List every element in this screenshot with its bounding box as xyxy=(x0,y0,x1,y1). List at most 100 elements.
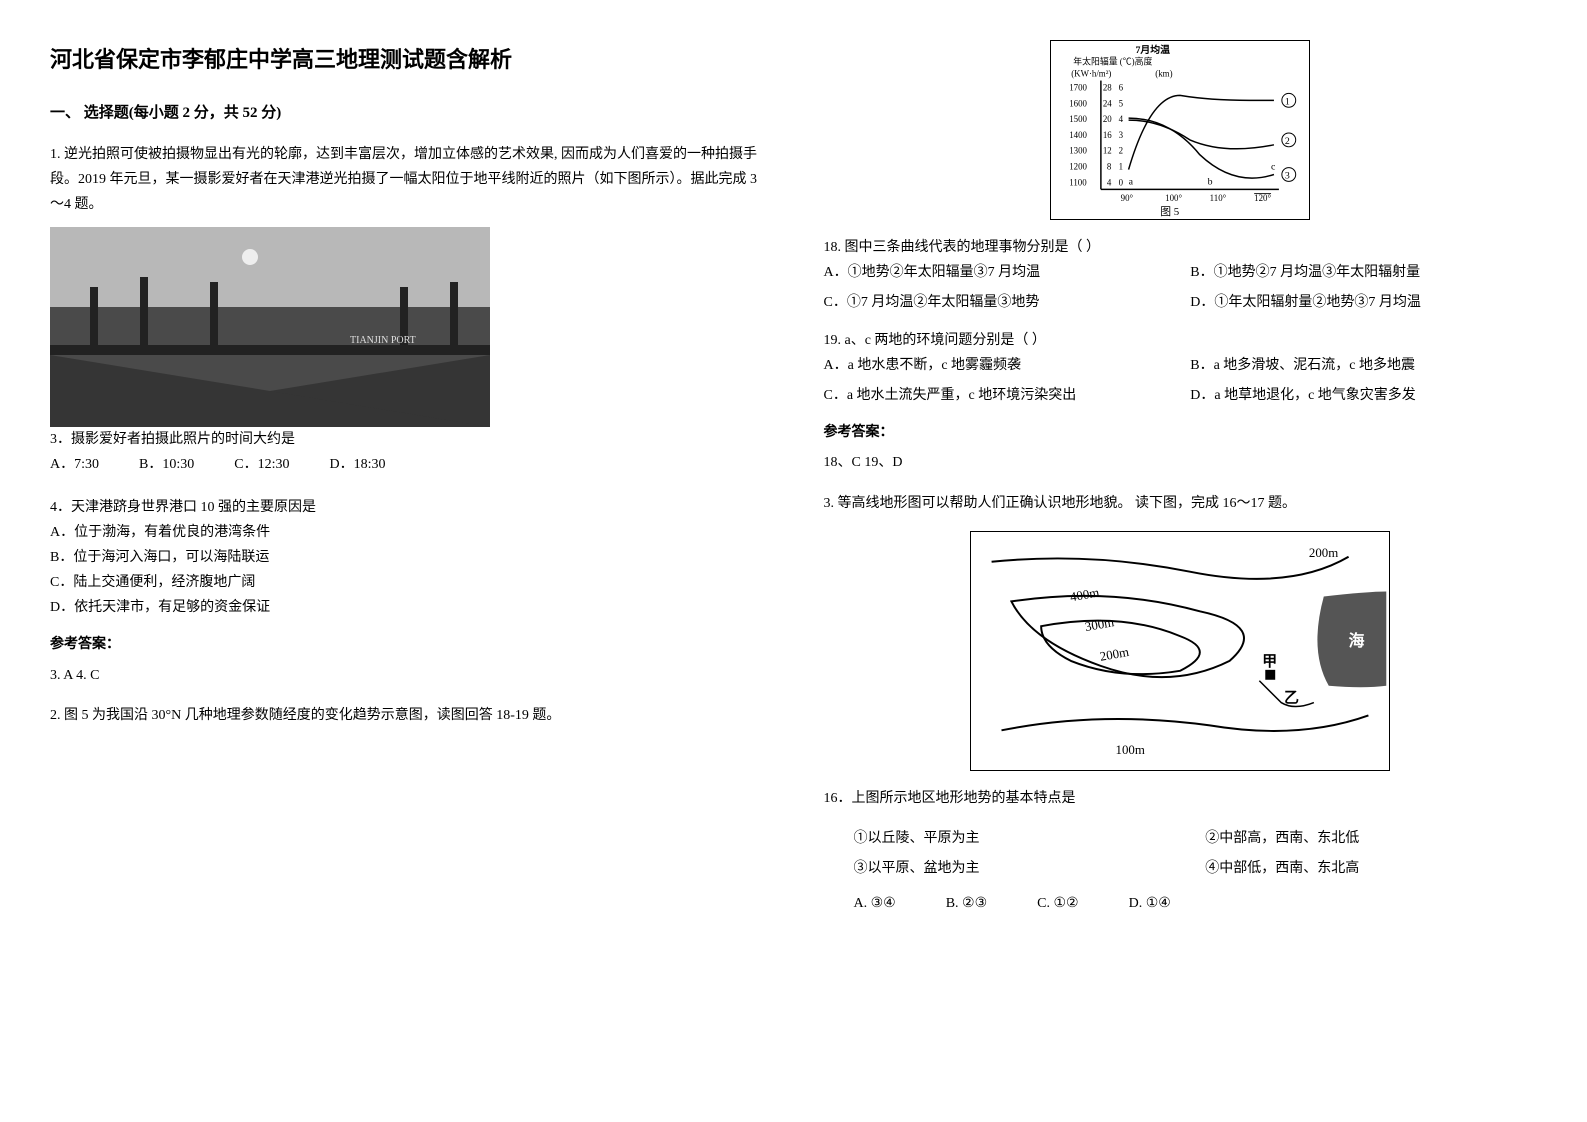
contour-svg: 200m 400m 300m 200m 100m 海 甲 乙 xyxy=(971,532,1389,770)
chart-figure: 7月均温 年太阳辐量 (℃)高度 (KW·h/m²) (km) 1700 160… xyxy=(1050,40,1310,220)
item-4: ④中部低，西南、东北高 xyxy=(1205,856,1537,881)
svg-text:1300: 1300 xyxy=(1069,146,1087,156)
chart-svg: 7月均温 年太阳辐量 (℃)高度 (KW·h/m²) (km) 1700 160… xyxy=(1051,41,1309,219)
q1-sub4: 4．天津港跻身世界港口 10 强的主要原因是 A．位于渤海，有着优良的港湾条件 … xyxy=(50,495,764,621)
svg-text:7月均温: 7月均温 xyxy=(1136,43,1171,56)
left-column: 河北省保定市李郁庄中学高三地理测试题含解析 一、 选择题(每小题 2 分，共 5… xyxy=(50,40,764,1082)
q1-intro: 1. 逆光拍照可使被拍摄物显出有光的轮廓，达到丰富层次，增加立体感的艺术效果, … xyxy=(50,142,764,218)
svg-text:100m: 100m xyxy=(1116,743,1145,757)
option-a: A．位于渤海，有着优良的港湾条件 xyxy=(50,520,764,545)
option-d: D．①年太阳辐射量②地势③7 月均温 xyxy=(1190,290,1537,315)
port-photo: TIANJIN PORT xyxy=(50,227,490,427)
svg-text:5: 5 xyxy=(1119,98,1124,108)
svg-text:1100: 1100 xyxy=(1069,177,1087,187)
q3-sub16-items: ①以丘陵、平原为主 ②中部高，西南、东北低 ③以平原、盆地为主 ④中部低，西南、… xyxy=(824,826,1538,881)
q2-sub19: 19. a、c 两地的环境问题分别是（ ） A．a 地水患不断，c 地雾霾频袭 … xyxy=(824,328,1538,409)
option-b: B．①地势②7 月均温③年太阳辐射量 xyxy=(1190,260,1537,285)
item-3: ③以平原、盆地为主 xyxy=(854,856,1186,881)
svg-text:120°: 120° xyxy=(1254,193,1271,203)
svg-text:1600: 1600 xyxy=(1069,98,1087,108)
option-b: B. ②③ xyxy=(946,891,987,916)
svg-text:110°: 110° xyxy=(1210,193,1227,203)
question-1: 1. 逆光拍照可使被拍摄物显出有光的轮廓，达到丰富层次，增加立体感的艺术效果, … xyxy=(50,142,764,688)
option-b: B．a 地多滑坡、泥石流，c 地多地震 xyxy=(1190,353,1537,378)
svg-text:b: b xyxy=(1208,176,1213,187)
option-b: B．位于海河入海口，可以海陆联运 xyxy=(50,545,764,570)
port-image-svg: TIANJIN PORT xyxy=(50,227,490,427)
svg-text:c: c xyxy=(1271,162,1276,173)
q2-intro: 2. 图 5 为我国沿 30°N 几种地理参数随经度的变化趋势示意图，读图回答 … xyxy=(50,703,764,728)
option-a: A．①地势②年太阳辐量③7 月均温 xyxy=(824,260,1171,285)
option-d: D．依托天津市，有足够的资金保证 xyxy=(50,595,764,620)
option-d: D．18:30 xyxy=(329,452,385,477)
option-c: C．a 地水土流失严重，c 地环境污染突出 xyxy=(824,383,1171,408)
svg-text:6: 6 xyxy=(1119,82,1124,92)
svg-text:4: 4 xyxy=(1107,177,1112,187)
option-a: A. ③④ xyxy=(854,891,896,916)
svg-text:3: 3 xyxy=(1285,170,1290,181)
q3-sub16-options: A. ③④ B. ②③ C. ①② D. ①④ xyxy=(824,891,1538,916)
svg-text:20: 20 xyxy=(1103,114,1112,124)
svg-text:1200: 1200 xyxy=(1069,162,1087,172)
q2-sub19-text: 19. a、c 两地的环境问题分别是（ ） xyxy=(824,328,1538,353)
option-c: C．陆上交通便利，经济腹地广阔 xyxy=(50,570,764,595)
svg-text:4: 4 xyxy=(1119,114,1124,124)
svg-text:甲: 甲 xyxy=(1263,653,1278,670)
q1-answer: 3. A 4. C xyxy=(50,663,764,688)
option-c: C．12:30 xyxy=(234,452,289,477)
svg-text:24: 24 xyxy=(1103,98,1112,108)
svg-text:3: 3 xyxy=(1119,130,1124,140)
q1-sub3: 3．摄影爱好者拍摄此照片的时间大约是 A．7:30 B．10:30 C．12:3… xyxy=(50,427,764,482)
svg-text:2: 2 xyxy=(1285,136,1290,147)
right-column: 7月均温 年太阳辐量 (℃)高度 (KW·h/m²) (km) 1700 160… xyxy=(824,40,1538,1082)
q3-sub16-text: 16．上图所示地区地形地势的基本特点是 xyxy=(824,786,1538,811)
option-c: C．①7 月均温②年太阳辐量③地势 xyxy=(824,290,1171,315)
section-heading: 一、 选择题(每小题 2 分，共 52 分) xyxy=(50,100,764,127)
question-2-intro: 2. 图 5 为我国沿 30°N 几种地理参数随经度的变化趋势示意图，读图回答 … xyxy=(50,703,764,728)
svg-text:海: 海 xyxy=(1349,631,1365,650)
q1-sub3-options: A．7:30 B．10:30 C．12:30 D．18:30 xyxy=(50,452,764,482)
q2-sub19-options: A．a 地水患不断，c 地雾霾频袭 B．a 地多滑坡、泥石流，c 地多地震 C．… xyxy=(824,353,1538,408)
option-b: B．10:30 xyxy=(139,452,194,477)
svg-text:12: 12 xyxy=(1103,146,1112,156)
svg-text:1700: 1700 xyxy=(1069,82,1087,92)
q2-answer: 18、C 19、D xyxy=(824,450,1538,475)
svg-text:400m: 400m xyxy=(1069,585,1100,604)
svg-text:2: 2 xyxy=(1119,146,1123,156)
svg-text:90°: 90° xyxy=(1121,193,1134,203)
svg-text:(KW·h/m²): (KW·h/m²) xyxy=(1071,69,1111,79)
svg-text:16: 16 xyxy=(1103,130,1112,140)
svg-text:年太阳辐量 (℃)高度: 年太阳辐量 (℃)高度 xyxy=(1073,56,1152,67)
option-a: A．a 地水患不断，c 地雾霾频袭 xyxy=(824,353,1171,378)
option-d: D．a 地草地退化，c 地气象灾害多发 xyxy=(1190,383,1537,408)
q3-sub16: 16．上图所示地区地形地势的基本特点是 ①以丘陵、平原为主 ②中部高，西南、东北… xyxy=(824,786,1538,917)
svg-text:100°: 100° xyxy=(1165,193,1182,203)
item-2: ②中部高，西南、东北低 xyxy=(1205,826,1537,851)
svg-text:200m: 200m xyxy=(1099,645,1130,664)
q2-sub18: 18. 图中三条曲线代表的地理事物分别是（ ） A．①地势②年太阳辐量③7 月均… xyxy=(824,235,1538,316)
svg-text:1500: 1500 xyxy=(1069,114,1087,124)
svg-text:TIANJIN PORT: TIANJIN PORT xyxy=(350,335,416,346)
q2-sub18-text: 18. 图中三条曲线代表的地理事物分别是（ ） xyxy=(824,235,1538,260)
contour-map: 200m 400m 300m 200m 100m 海 甲 乙 xyxy=(970,531,1390,771)
svg-text:a: a xyxy=(1129,176,1134,187)
svg-text:0: 0 xyxy=(1119,177,1124,187)
svg-text:1: 1 xyxy=(1285,96,1290,107)
option-a: A．7:30 xyxy=(50,452,99,477)
option-c: C. ①② xyxy=(1037,891,1078,916)
q1-sub3-text: 3．摄影爱好者拍摄此照片的时间大约是 xyxy=(50,427,764,452)
svg-text:图 5: 图 5 xyxy=(1160,205,1179,218)
item-1: ①以丘陵、平原为主 xyxy=(854,826,1186,851)
q1-sub4-options: A．位于渤海，有着优良的港湾条件 B．位于海河入海口，可以海陆联运 C．陆上交通… xyxy=(50,520,764,621)
answer-label: 参考答案： xyxy=(824,420,1538,445)
svg-text:(km): (km) xyxy=(1156,69,1173,79)
svg-text:8: 8 xyxy=(1107,162,1112,172)
q2-sub18-options: A．①地势②年太阳辐量③7 月均温 B．①地势②7 月均温③年太阳辐射量 C．①… xyxy=(824,260,1538,315)
q3-intro: 3. 等高线地形图可以帮助人们正确认识地形地貌。 读下图，完成 16～17 题。 xyxy=(824,491,1538,516)
svg-text:300m: 300m xyxy=(1084,615,1115,634)
svg-text:28: 28 xyxy=(1103,82,1112,92)
option-d: D. ①④ xyxy=(1129,891,1171,916)
answer-label: 参考答案： xyxy=(50,632,764,657)
q1-sub4-text: 4．天津港跻身世界港口 10 强的主要原因是 xyxy=(50,495,764,520)
svg-text:乙: 乙 xyxy=(1284,690,1299,706)
